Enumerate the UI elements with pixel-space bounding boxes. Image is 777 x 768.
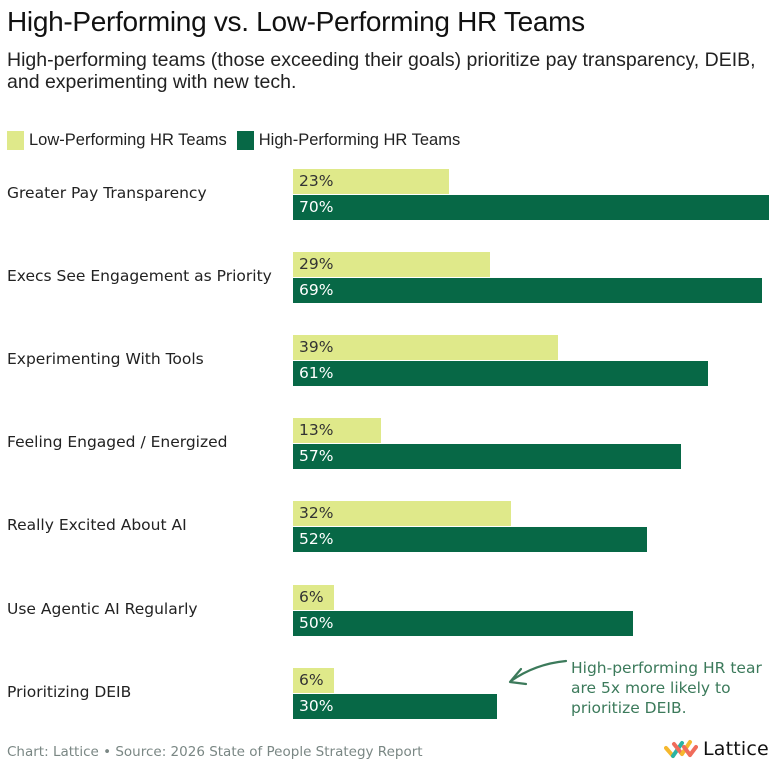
bar-high-performing: [293, 444, 681, 470]
data-label: 32%: [299, 504, 334, 523]
annotation-line-1: High-performing HR tear: [571, 659, 762, 677]
data-label: 61%: [299, 364, 334, 383]
bar-low-performing: [293, 252, 491, 278]
legend-swatch-low: [7, 131, 24, 150]
legend-label-high: High-Performing HR Teams: [258, 131, 461, 149]
data-label: 6%: [299, 670, 324, 689]
arrow-head: [508, 667, 528, 686]
lattice-logo-text: Lattice: [703, 738, 769, 760]
legend-item-low: Low-Performing HR Teams: [7, 131, 227, 150]
data-label: 57%: [299, 447, 334, 466]
category-label: Really Excited About AI: [7, 516, 187, 535]
annotation-line-2: are 5x more likely to: [571, 679, 731, 697]
data-label: 69%: [299, 281, 334, 300]
source-footer: Chart: Lattice • Source: 2026 State of P…: [7, 744, 423, 760]
legend: Low-Performing HR Teams High-Performing …: [7, 131, 470, 150]
data-label: 50%: [299, 613, 334, 632]
data-label: 23%: [299, 172, 334, 190]
category-label: Execs See Engagement as Priority: [7, 267, 272, 286]
category-label: Experimenting With Tools: [7, 350, 204, 369]
data-label: 39%: [299, 338, 334, 357]
bar-low-performing: [293, 335, 559, 361]
data-label: 70%: [299, 198, 334, 216]
bar-low-performing: [293, 501, 511, 527]
legend-swatch-high: [236, 131, 254, 150]
category-label: Prioritizing DEIB: [7, 682, 132, 701]
data-label: 52%: [299, 530, 334, 549]
legend-item-high: High-Performing HR Teams: [236, 131, 461, 150]
legend-label-low: Low-Performing HR Teams: [29, 131, 227, 149]
annotation-line-3: prioritize DEIB.: [571, 699, 687, 717]
bar-high-performing: [293, 527, 647, 553]
bar-high-performing: [293, 610, 633, 636]
data-label: 30%: [299, 696, 334, 715]
data-label: 29%: [299, 255, 334, 274]
chart-subtitle: High-performing teams (those exceeding t…: [7, 49, 756, 93]
chart-title: High-Performing vs. Low-Performing HR Te…: [7, 6, 585, 37]
bar-high-performing: [293, 278, 763, 304]
category-label: Greater Pay Transparency: [7, 184, 207, 202]
category-label: Use Agentic AI Regularly: [7, 599, 198, 618]
bar-low-performing: [293, 418, 382, 444]
bar-high-performing: [293, 693, 497, 719]
bar-low-performing: [293, 584, 334, 610]
data-label: 13%: [299, 421, 334, 440]
lattice-logo: Lattice: [664, 738, 769, 760]
category-label: Feeling Engaged / Energized: [7, 433, 228, 452]
bar-high-performing: [293, 361, 708, 387]
annotation: High-performing HR tear are 5x more like…: [571, 658, 762, 718]
bar-high-performing: [293, 195, 769, 220]
bar-low-performing: [293, 169, 450, 194]
data-label: 6%: [299, 587, 324, 606]
bar-low-performing: [293, 667, 334, 693]
arrow-shaft: [509, 659, 568, 683]
lattice-logo-icon: [664, 740, 698, 758]
